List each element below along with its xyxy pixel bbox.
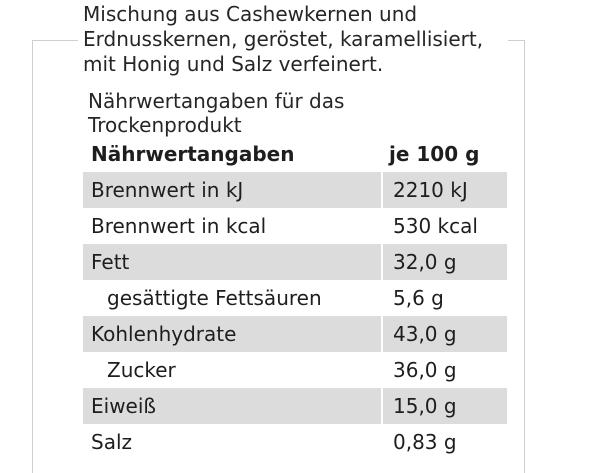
table-row: Brennwert in kJ 2210 kJ	[83, 172, 507, 208]
product-description: Mischung aus Cashewkernen und Erdnussker…	[83, 2, 513, 77]
row-value: 5,6 g	[381, 280, 507, 316]
description-line-2: Erdnusskernen, geröstet, karamellisiert,	[83, 27, 484, 51]
row-value: 36,0 g	[381, 352, 507, 388]
frame-top-right-border	[508, 40, 525, 41]
table-row: Eiweiß 15,0 g	[83, 388, 507, 424]
frame-top-left-border	[32, 40, 78, 41]
description-line-3: mit Honig und Salz verfeinert.	[83, 52, 384, 76]
row-name: Fett	[91, 250, 130, 274]
table-row: Kohlenhydrate 43,0 g	[83, 316, 507, 352]
row-name: Eiweiß	[91, 394, 157, 418]
row-name: Kohlenhydrate	[91, 322, 237, 346]
table-row: Brennwert in kcal 530 kcal	[83, 208, 507, 244]
table-row: Zucker 36,0 g	[83, 352, 507, 388]
nutrition-table: Nährwertangaben je 100 g Brennwert in kJ…	[83, 136, 507, 460]
table-row: Fett 32,0 g	[83, 244, 507, 280]
row-name: Zucker	[107, 358, 176, 382]
row-name: Brennwert in kcal	[91, 214, 267, 238]
header-name: Nährwertangaben	[91, 142, 295, 166]
row-name: Brennwert in kJ	[91, 178, 244, 202]
description-line-1: Mischung aus Cashewkernen und	[83, 2, 418, 26]
caption-line-2: Trockenprodukt	[88, 113, 242, 137]
caption-line-1: Nährwertangaben für das	[88, 89, 345, 113]
row-name: Salz	[91, 430, 133, 454]
frame-left-border	[32, 40, 33, 473]
row-value: 15,0 g	[381, 388, 507, 424]
nutrition-caption: Nährwertangaben für das Trockenprodukt	[88, 89, 488, 137]
nutrition-table-header: Nährwertangaben je 100 g	[83, 136, 507, 172]
row-value: 0,83 g	[381, 424, 507, 460]
row-value: 530 kcal	[381, 208, 507, 244]
table-row: gesättigte Fettsäuren 5,6 g	[83, 280, 507, 316]
row-value: 2210 kJ	[381, 172, 507, 208]
table-row: Salz 0,83 g	[83, 424, 507, 460]
header-value: je 100 g	[389, 142, 480, 166]
frame-right-border	[524, 40, 525, 473]
row-value: 32,0 g	[381, 244, 507, 280]
row-name: gesättigte Fettsäuren	[107, 286, 322, 310]
row-value: 43,0 g	[381, 316, 507, 352]
